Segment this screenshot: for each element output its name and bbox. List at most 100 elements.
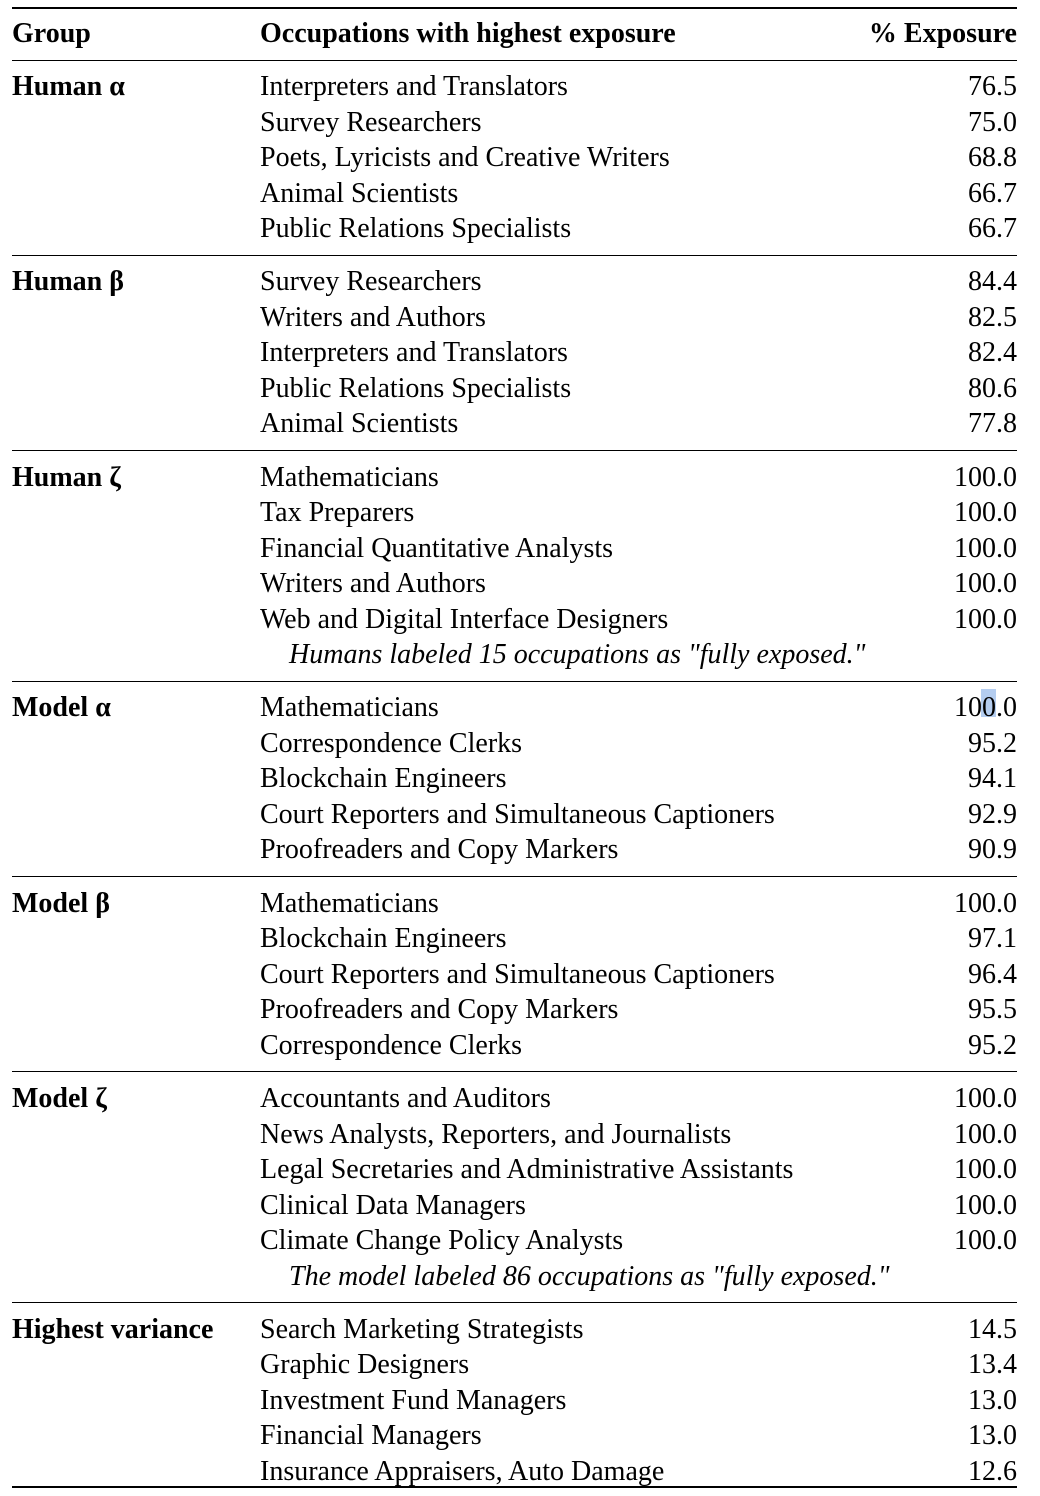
table-row: Court Reporters and Simultaneous Caption… bbox=[0, 957, 1040, 993]
table-row: Correspondence Clerks 95.2 bbox=[0, 726, 1040, 762]
occupation-cell: Web and Digital Interface Designers bbox=[260, 603, 669, 635]
exposure-cell: 100.0 bbox=[954, 1083, 1017, 1114]
group-label: Highest variance bbox=[12, 1313, 214, 1345]
exposure-cell: 100.0 bbox=[954, 497, 1017, 529]
table-row: Financial Quantitative Analysts 100.0 bbox=[0, 531, 1040, 567]
occupation-cell: Search Marketing Strategists bbox=[260, 1313, 584, 1345]
table-row: Writers and Authors 100.0 bbox=[0, 566, 1040, 602]
exposure-cell: 96.4 bbox=[968, 958, 1017, 990]
exposure-cell: 14.5 bbox=[968, 1313, 1017, 1345]
exposure-cell: 97.1 bbox=[968, 923, 1017, 955]
table-row: Human α Interpreters and Translators 76.5 bbox=[0, 69, 1040, 105]
group-label: Human α bbox=[12, 71, 125, 102]
occupation-cell: Correspondence Clerks bbox=[260, 727, 523, 759]
occupation-cell: Investment Fund Managers bbox=[260, 1384, 567, 1416]
exposure-cell: 100.0 bbox=[954, 532, 1017, 564]
exposure-cell: 95.2 bbox=[968, 727, 1017, 759]
occupation-cell: Writers and Authors bbox=[260, 568, 486, 600]
table-row: Investment Fund Managers 13.0 bbox=[0, 1383, 1040, 1419]
table-row: Web and Digital Interface Designers 100.0 bbox=[0, 602, 1040, 638]
occupation-cell: Climate Change Policy Analysts bbox=[260, 1225, 624, 1256]
table-row: Model ζ Accountants and Auditors 100.0 bbox=[0, 1081, 1040, 1117]
table-row: Animal Scientists 66.7 bbox=[0, 176, 1040, 212]
occupation-cell: Mathematicians bbox=[260, 692, 439, 724]
header-rule bbox=[12, 59, 1017, 61]
occupation-cell: Tax Preparers bbox=[260, 497, 415, 529]
table-row: Human ζ Mathematicians 100.0 bbox=[0, 460, 1040, 496]
exposure-cell: 80.6 bbox=[968, 372, 1017, 404]
exposure-cell: 100.0 bbox=[954, 1189, 1017, 1221]
table-row: Court Reporters and Simultaneous Caption… bbox=[0, 797, 1040, 833]
table-row: Highest variance Search Marketing Strateg… bbox=[0, 1312, 1040, 1348]
occupation-cell: Court Reporters and Simultaneous Caption… bbox=[260, 798, 775, 830]
exposure-cell: 94.1 bbox=[968, 763, 1017, 795]
table-row: Writers and Authors 82.5 bbox=[0, 300, 1040, 336]
table-row: Financial Managers 13.0 bbox=[0, 1418, 1040, 1454]
occupation-cell: Blockchain Engineers bbox=[260, 923, 507, 955]
exposure-cell: 13.0 bbox=[968, 1384, 1017, 1416]
occupation-cell: Clinical Data Managers bbox=[260, 1189, 526, 1221]
section-rule bbox=[12, 1071, 1017, 1073]
bottom-rule bbox=[12, 1486, 1017, 1488]
table-row: Interpreters and Translators 82.4 bbox=[0, 335, 1040, 371]
table-row: Human β Survey Researchers 84.4 bbox=[0, 264, 1040, 300]
table-row: Proofreaders and Copy Markers 95.5 bbox=[0, 992, 1040, 1028]
occupation-cell: Mathematicians bbox=[260, 887, 439, 919]
group-label: Model α bbox=[12, 692, 111, 724]
section-rule bbox=[12, 875, 1017, 878]
occupation-cell: Court Reporters and Simultaneous Caption… bbox=[260, 958, 775, 990]
table-row: Animal Scientists 77.8 bbox=[0, 406, 1040, 442]
section-note: The model labeled 86 occupations as "ful… bbox=[289, 1260, 890, 1292]
occupation-cell: Proofreaders and Copy Markers bbox=[260, 834, 619, 866]
table-row: Public Relations Specialists 80.6 bbox=[0, 371, 1040, 407]
exposure-cell: 13.4 bbox=[968, 1349, 1017, 1381]
table-row: Poets, Lyricists and Creative Writers 68.… bbox=[0, 140, 1040, 176]
exposure-cell: 12.6 bbox=[968, 1455, 1017, 1487]
table-row: Correspondence Clerks 95.2 bbox=[0, 1028, 1040, 1064]
occupation-cell: Financial Managers bbox=[260, 1420, 482, 1452]
table-row: Legal Secretaries and Administrative Ass… bbox=[0, 1152, 1040, 1188]
table-row: Tax Preparers 100.0 bbox=[0, 495, 1040, 531]
occupation-cell: Poets, Lyricists and Creative Writers bbox=[260, 142, 670, 173]
table-row: Climate Change Policy Analysts 100.0 bbox=[0, 1223, 1040, 1259]
top-rule bbox=[12, 7, 1017, 9]
header-occupations: Occupations with highest exposure bbox=[260, 18, 676, 49]
section-rule bbox=[12, 254, 1017, 256]
table-row: Model αMathematicians100.0 bbox=[0, 690, 1040, 726]
exposure-cell: 13.0 bbox=[968, 1420, 1017, 1452]
exposure-cell: 100.0 bbox=[954, 887, 1017, 919]
exposure-cell: 66.7 bbox=[968, 213, 1017, 244]
occupation-cell: Graphic Designers bbox=[260, 1349, 470, 1381]
table-row: Survey Researchers 75.0 bbox=[0, 105, 1040, 141]
occupation-cell: Public Relations Specialists bbox=[260, 372, 572, 404]
table-row: Clinical Data Managers 100.0 bbox=[0, 1188, 1040, 1224]
exposure-cell: 82.4 bbox=[968, 337, 1017, 369]
section-rule bbox=[12, 680, 1017, 682]
exposure-cell: 68.8 bbox=[968, 142, 1017, 173]
exposure-cell: 76.5 bbox=[968, 71, 1017, 102]
header-exposure: % Exposure bbox=[868, 18, 1017, 49]
table-row: Proofreaders and Copy Markers 90.9 bbox=[0, 832, 1040, 868]
group-label: Model ζ bbox=[12, 1083, 107, 1114]
table-row: Insurance Appraisers, Auto Damage 12.6 bbox=[0, 1454, 1040, 1490]
table-row: Public Relations Specialists 66.7 bbox=[0, 211, 1040, 247]
table-row: Blockchain Engineers 94.1 bbox=[0, 761, 1040, 797]
occupation-cell: Interpreters and Translators bbox=[260, 71, 568, 102]
exposure-cell: 100.0 bbox=[954, 568, 1017, 600]
occupation-cell: Survey Researchers bbox=[260, 266, 482, 298]
exposure-cell: 82.5 bbox=[968, 301, 1017, 333]
section-note: Humans labeled 15 occupations as "fully … bbox=[289, 639, 866, 671]
header-group: Group bbox=[12, 18, 91, 49]
occupation-cell: Animal Scientists bbox=[260, 177, 459, 209]
section-rule bbox=[12, 1302, 1017, 1304]
group-label: Model β bbox=[12, 887, 110, 919]
group-label: Human β bbox=[12, 266, 124, 298]
occupation-cell: Public Relations Specialists bbox=[260, 213, 572, 244]
occupation-cell: Financial Quantitative Analysts bbox=[260, 532, 614, 564]
table-row: Blockchain Engineers 97.1 bbox=[0, 921, 1040, 957]
occupation-cell: Insurance Appraisers, Auto Damage bbox=[260, 1455, 665, 1487]
exposure-cell: 75.0 bbox=[968, 106, 1017, 138]
exposure-cell: 100.0 bbox=[954, 1118, 1017, 1150]
table-row: Model β Mathematicians 100.0 bbox=[0, 886, 1040, 922]
occupation-cell: Blockchain Engineers bbox=[260, 763, 507, 795]
